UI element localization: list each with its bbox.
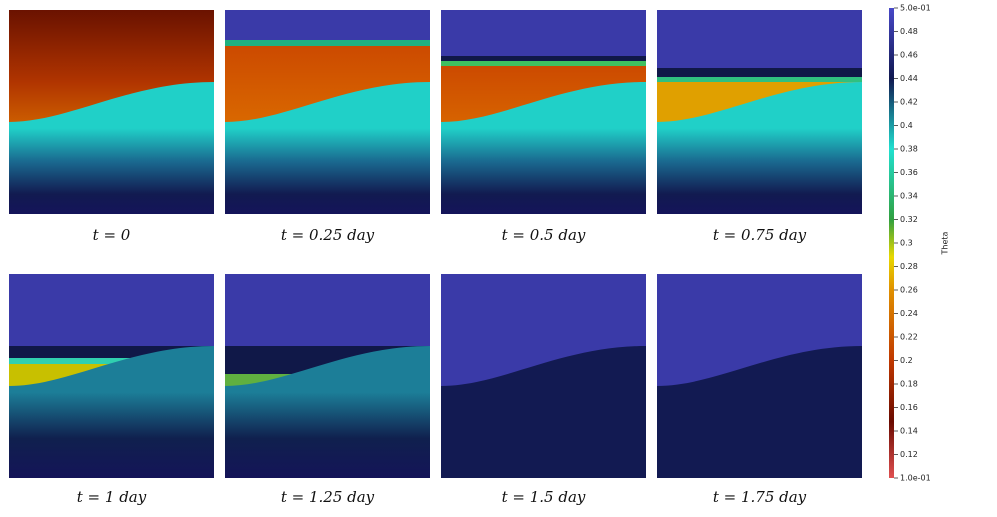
tick-label: 0.22	[900, 333, 918, 342]
captions: t = 0 t = 0.25 day t = 0.5 day t = 0.75 day…	[77, 226, 807, 506]
panel	[657, 10, 862, 214]
panel	[225, 274, 430, 478]
panel-caption: t = 1.75 day	[713, 488, 807, 506]
panel-caption: t = 0.75 day	[713, 226, 807, 244]
tick-label: 0.18	[900, 380, 918, 389]
panel-caption: t = 1.5 day	[502, 488, 586, 506]
panel-caption: t = 0.25 day	[281, 226, 375, 244]
panel	[441, 274, 646, 478]
tick-label: 0.44	[900, 74, 918, 83]
tick-label: 0.46	[900, 51, 918, 60]
tick-label: 0.24	[900, 309, 918, 318]
panel-caption: t = 0	[93, 226, 131, 244]
tick-label: 0.32	[900, 215, 918, 224]
tick-label: 0.12	[900, 450, 918, 459]
tick-label: 0.2	[900, 356, 913, 365]
tick-label: 0.38	[900, 145, 918, 154]
colorbar-ticks: 5.0e-01 0.48 0.46 0.44 0.42 0.4 0.38 0.36 0.34 0.…	[894, 4, 931, 483]
tick-label: 1.0e-01	[900, 474, 931, 483]
tick-label: 0.26	[900, 286, 918, 295]
tick-label: 0.16	[900, 403, 918, 412]
panel	[9, 10, 214, 214]
tick-label: 0.28	[900, 262, 918, 271]
colorbar-title: Theta	[941, 231, 950, 255]
panel-caption: t = 0.5 day	[502, 226, 586, 244]
panel-caption: t = 1.25 day	[281, 488, 375, 506]
panel-caption: t = 1 day	[77, 488, 147, 506]
tick-label: 0.48	[900, 27, 918, 36]
panel	[225, 10, 430, 214]
tick-label: 5.0e-01	[900, 4, 931, 13]
tick-label: 0.34	[900, 192, 918, 201]
tick-label: 0.4	[900, 121, 913, 130]
panel	[9, 274, 214, 478]
colorbar	[889, 8, 894, 478]
tick-label: 0.36	[900, 168, 918, 177]
tick-label: 0.14	[900, 427, 918, 436]
tick-label: 0.42	[900, 98, 918, 107]
tick-label: 0.3	[900, 239, 913, 248]
panel	[441, 10, 646, 214]
panel	[657, 274, 862, 478]
